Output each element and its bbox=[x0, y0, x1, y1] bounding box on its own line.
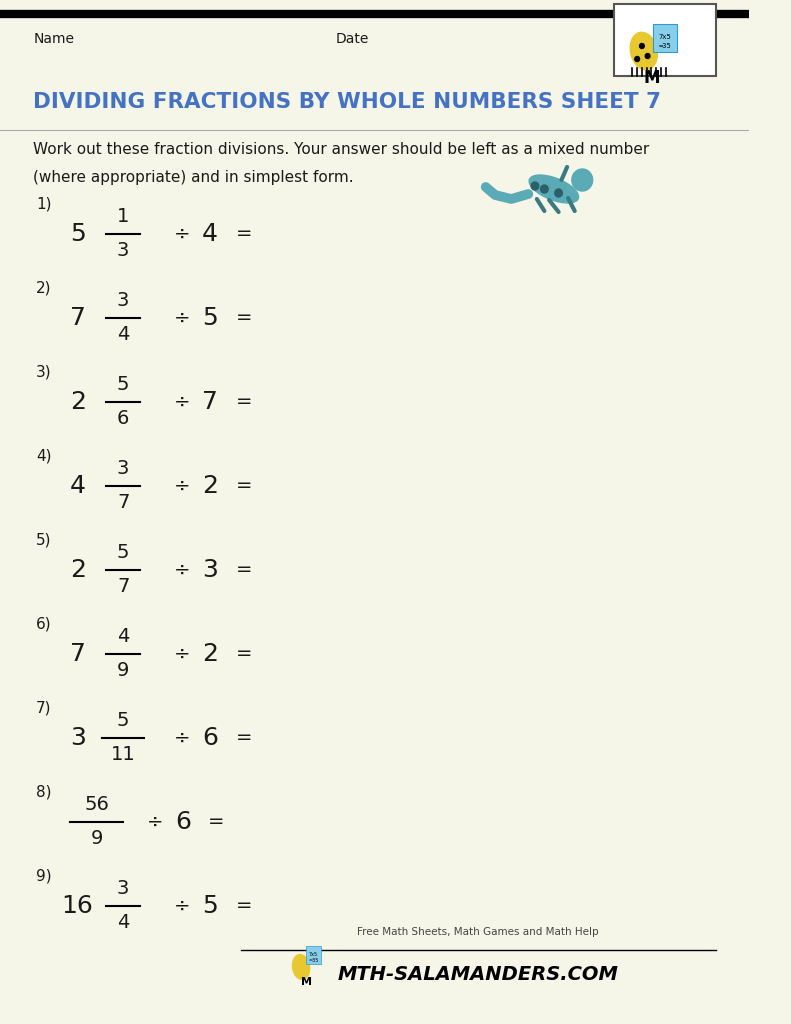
Text: DIVIDING FRACTIONS BY WHOLE NUMBERS SHEET 7: DIVIDING FRACTIONS BY WHOLE NUMBERS SHEE… bbox=[33, 92, 661, 112]
Text: ÷: ÷ bbox=[173, 224, 190, 244]
Circle shape bbox=[531, 182, 539, 190]
Text: 7: 7 bbox=[70, 306, 85, 330]
Text: MTH-SALAMANDERS.COM: MTH-SALAMANDERS.COM bbox=[338, 966, 619, 984]
Text: 6: 6 bbox=[202, 726, 218, 750]
Text: =: = bbox=[207, 812, 224, 831]
Text: 2: 2 bbox=[70, 558, 85, 582]
Text: 8): 8) bbox=[36, 784, 51, 800]
Text: 9): 9) bbox=[36, 868, 51, 884]
FancyBboxPatch shape bbox=[306, 946, 321, 964]
Circle shape bbox=[540, 185, 548, 193]
Text: 3: 3 bbox=[117, 292, 129, 310]
Text: 7: 7 bbox=[202, 390, 218, 414]
Text: 4: 4 bbox=[117, 628, 129, 646]
Text: =35: =35 bbox=[659, 43, 672, 49]
Text: 5: 5 bbox=[202, 894, 218, 918]
Text: ÷: ÷ bbox=[173, 392, 190, 412]
Circle shape bbox=[640, 43, 645, 48]
Text: Work out these fraction divisions. Your answer should be left as a mixed number: Work out these fraction divisions. Your … bbox=[33, 142, 649, 158]
Ellipse shape bbox=[293, 954, 310, 979]
Text: 9: 9 bbox=[117, 662, 129, 681]
Text: 5: 5 bbox=[117, 544, 130, 562]
Text: 1: 1 bbox=[117, 208, 129, 226]
Text: =: = bbox=[236, 392, 252, 412]
Text: 5: 5 bbox=[202, 306, 218, 330]
Text: Name: Name bbox=[33, 32, 74, 46]
Text: 4: 4 bbox=[70, 474, 85, 498]
Ellipse shape bbox=[630, 33, 657, 70]
Text: Date: Date bbox=[336, 32, 369, 46]
Circle shape bbox=[635, 56, 640, 61]
Text: ÷: ÷ bbox=[173, 560, 190, 580]
Text: 56: 56 bbox=[84, 796, 109, 814]
Text: ÷: ÷ bbox=[147, 812, 164, 831]
Text: 4): 4) bbox=[36, 449, 51, 464]
Text: =35: =35 bbox=[308, 958, 319, 964]
Circle shape bbox=[572, 169, 592, 191]
FancyBboxPatch shape bbox=[653, 24, 677, 52]
FancyBboxPatch shape bbox=[614, 4, 716, 76]
Text: 2): 2) bbox=[36, 281, 51, 296]
Text: 7): 7) bbox=[36, 700, 51, 716]
Text: 7: 7 bbox=[117, 494, 129, 512]
Text: =: = bbox=[236, 560, 252, 580]
Circle shape bbox=[645, 53, 650, 58]
Text: 5: 5 bbox=[117, 712, 130, 730]
Text: 2: 2 bbox=[202, 642, 218, 666]
Text: ÷: ÷ bbox=[173, 644, 190, 664]
Text: 7: 7 bbox=[117, 578, 129, 597]
Text: 3: 3 bbox=[117, 242, 129, 260]
Text: =: = bbox=[236, 224, 252, 244]
Text: 3): 3) bbox=[36, 365, 51, 380]
Text: 3: 3 bbox=[202, 558, 218, 582]
Text: Free Math Sheets, Math Games and Math Help: Free Math Sheets, Math Games and Math He… bbox=[358, 927, 599, 937]
Text: 16: 16 bbox=[62, 894, 93, 918]
Text: 3: 3 bbox=[70, 726, 85, 750]
Text: 9: 9 bbox=[90, 829, 103, 849]
Text: 3: 3 bbox=[117, 460, 129, 478]
Text: =: = bbox=[236, 644, 252, 664]
Text: 6: 6 bbox=[176, 810, 191, 834]
Text: 1): 1) bbox=[36, 197, 51, 212]
Text: 2: 2 bbox=[70, 390, 85, 414]
Text: ÷: ÷ bbox=[173, 728, 190, 748]
Text: 7: 7 bbox=[70, 642, 85, 666]
Ellipse shape bbox=[529, 175, 578, 203]
Text: 11: 11 bbox=[111, 745, 135, 765]
Text: =: = bbox=[236, 476, 252, 496]
Text: ÷: ÷ bbox=[173, 308, 190, 328]
Text: 7x5: 7x5 bbox=[659, 34, 672, 40]
Text: 7x5: 7x5 bbox=[308, 951, 318, 956]
Text: M: M bbox=[301, 977, 312, 987]
Text: M: M bbox=[643, 69, 660, 87]
Text: 6): 6) bbox=[36, 616, 51, 632]
Text: ÷: ÷ bbox=[173, 476, 190, 496]
Text: =: = bbox=[236, 308, 252, 328]
Circle shape bbox=[554, 189, 562, 197]
Text: =: = bbox=[236, 896, 252, 915]
Text: 2: 2 bbox=[202, 474, 218, 498]
Text: 4: 4 bbox=[117, 326, 129, 344]
Text: (where appropriate) and in simplest form.: (where appropriate) and in simplest form… bbox=[33, 171, 354, 185]
Text: 5: 5 bbox=[70, 222, 85, 246]
Text: 4: 4 bbox=[117, 913, 129, 933]
Text: =: = bbox=[236, 728, 252, 748]
Text: 6: 6 bbox=[117, 410, 129, 428]
Text: ÷: ÷ bbox=[173, 896, 190, 915]
Text: 5): 5) bbox=[36, 532, 51, 548]
Text: 4: 4 bbox=[202, 222, 218, 246]
Text: 3: 3 bbox=[117, 880, 129, 898]
Text: 5: 5 bbox=[117, 376, 130, 394]
